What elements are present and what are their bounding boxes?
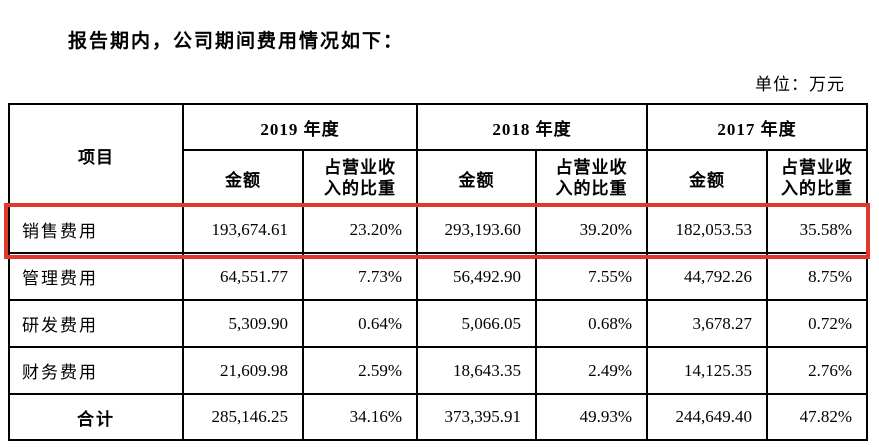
table-cell: 64,551.77 bbox=[182, 252, 304, 301]
header-year-2017: 2017 年度 bbox=[646, 103, 868, 151]
table-cell: 44,792.26 bbox=[646, 252, 768, 301]
row-total: 合计 285,146.25 34.16% 373,395.91 49.93% 2… bbox=[8, 393, 868, 441]
table-cell: 7.55% bbox=[535, 252, 648, 301]
table-cell: 8.75% bbox=[766, 252, 868, 301]
table-cell: 21,609.98 bbox=[182, 346, 304, 395]
highlighted-row-sales-expense: 销售费用 193,674.61 23.20% 293,193.60 39.20%… bbox=[8, 205, 868, 254]
header-amount-2018: 金额 bbox=[416, 149, 537, 207]
table-cell: 35.58% bbox=[766, 205, 868, 254]
table-cell: 244,649.40 bbox=[646, 393, 768, 441]
header-ratio-2017: 占营业收 入的比重 bbox=[766, 149, 868, 207]
row-label: 财务费用 bbox=[8, 346, 184, 395]
table-cell: 193,674.61 bbox=[182, 205, 304, 254]
row-label: 研发费用 bbox=[8, 299, 184, 348]
table-cell: 293,193.60 bbox=[416, 205, 537, 254]
table-cell: 34.16% bbox=[302, 393, 418, 441]
table-cell: 5,309.90 bbox=[182, 299, 304, 348]
table-cell: 285,146.25 bbox=[182, 393, 304, 441]
table-cell: 18,643.35 bbox=[416, 346, 537, 395]
table-cell: 49.93% bbox=[535, 393, 648, 441]
table-cell: 0.68% bbox=[535, 299, 648, 348]
table-cell: 14,125.35 bbox=[646, 346, 768, 395]
table-cell: 0.72% bbox=[766, 299, 868, 348]
header-ratio-2019: 占营业收 入的比重 bbox=[302, 149, 418, 207]
header-year-row: 项目 2019 年度 2018 年度 2017 年度 bbox=[8, 103, 868, 207]
intro-text: 报告期内，公司期间费用情况如下： bbox=[68, 31, 405, 52]
period-expenses-table: 项目 2019 年度 2018 年度 2017 年度 金额 占营业收 入的比重 … bbox=[8, 103, 868, 441]
table-cell: 47.82% bbox=[766, 393, 868, 441]
header-item: 项目 bbox=[8, 103, 184, 207]
header-amount-2017: 金额 bbox=[646, 149, 768, 207]
table-cell: 0.64% bbox=[302, 299, 418, 348]
row-label: 管理费用 bbox=[8, 252, 184, 301]
table-cell: 23.20% bbox=[302, 205, 418, 254]
row-finance-expense: 财务费用 21,609.98 2.59% 18,643.35 2.49% 14,… bbox=[8, 346, 868, 395]
expenses-table-container: 项目 2019 年度 2018 年度 2017 年度 金额 占营业收 入的比重 … bbox=[4, 103, 870, 441]
header-year-2018: 2018 年度 bbox=[416, 103, 648, 151]
table-cell: 56,492.90 bbox=[416, 252, 537, 301]
table-cell: 2.76% bbox=[766, 346, 868, 395]
row-rd-expense: 研发费用 5,309.90 0.64% 5,066.05 0.68% 3,678… bbox=[8, 299, 868, 348]
row-admin-expense: 管理费用 64,551.77 7.73% 56,492.90 7.55% 44,… bbox=[8, 252, 868, 301]
header-amount-2019: 金额 bbox=[182, 149, 304, 207]
header-ratio-2018: 占营业收 入的比重 bbox=[535, 149, 648, 207]
table-cell: 39.20% bbox=[535, 205, 648, 254]
table-cell: 2.49% bbox=[535, 346, 648, 395]
header-year-2019: 2019 年度 bbox=[182, 103, 418, 151]
row-label: 合计 bbox=[8, 393, 184, 441]
header-sub-row: 金额 占营业收 入的比重 金额 占营业收 入的比重 金额 占营业收 入的比重 bbox=[9, 149, 868, 207]
unit-label: 单位：万元 bbox=[755, 75, 845, 94]
table-cell: 2.59% bbox=[302, 346, 418, 395]
table-cell: 5,066.05 bbox=[416, 299, 537, 348]
row-label: 销售费用 bbox=[8, 205, 184, 254]
table-cell: 373,395.91 bbox=[416, 393, 537, 441]
table-cell: 7.73% bbox=[302, 252, 418, 301]
table-cell: 3,678.27 bbox=[646, 299, 768, 348]
table-cell: 182,053.53 bbox=[646, 205, 768, 254]
